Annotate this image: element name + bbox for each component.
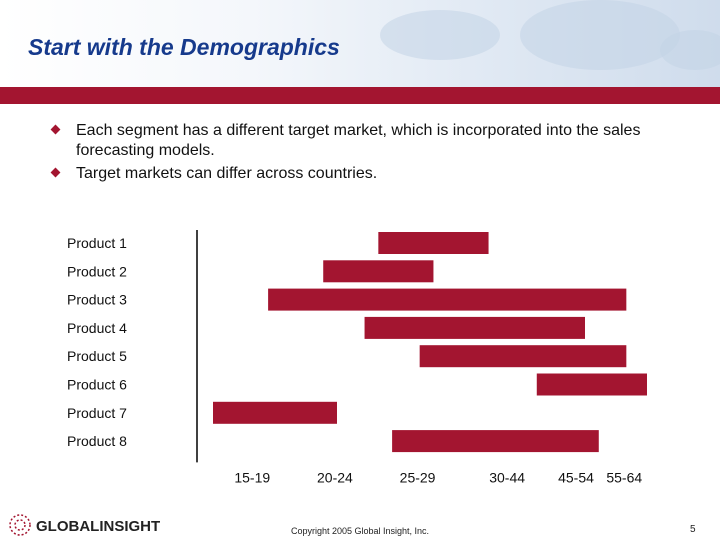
range-bar xyxy=(392,430,599,453)
header-background xyxy=(0,0,720,90)
diamond-bullet-icon xyxy=(50,167,61,178)
category-label: Product 1 xyxy=(67,235,127,251)
range-bar xyxy=(378,232,489,254)
map-decoration xyxy=(520,0,680,70)
range-bar xyxy=(213,401,337,424)
category-label: Product 5 xyxy=(67,348,127,364)
page-number: 5 xyxy=(690,524,696,535)
range-bar xyxy=(419,345,627,368)
company-logo: GLOBALINSIGHT xyxy=(8,512,183,543)
bullet-item: Each segment has a different target mark… xyxy=(50,121,692,161)
category-label: Product 7 xyxy=(67,405,127,421)
globe-icon xyxy=(9,514,31,536)
bullet-text: Target markets can differ across countri… xyxy=(76,165,378,182)
x-tick-label: 20-24 xyxy=(317,469,353,484)
range-bar xyxy=(536,373,647,396)
x-tick-label: 55-64 xyxy=(606,469,642,484)
slide-title: Start with the Demographics xyxy=(28,34,340,60)
x-tick-label: 25-29 xyxy=(400,469,436,484)
logo-text: GLOBALINSIGHT xyxy=(36,518,160,535)
range-bar xyxy=(364,316,585,339)
category-label: Product 3 xyxy=(67,292,127,308)
range-bar xyxy=(268,288,627,311)
diamond-bullet-icon xyxy=(50,124,61,135)
x-tick-label: 30-44 xyxy=(489,469,525,484)
map-decoration xyxy=(380,10,500,60)
target-market-chart: Product 1 Product 2 Product 3 Product 4 Prod… xyxy=(67,230,647,484)
category-label: Product 6 xyxy=(67,377,127,393)
bullet-list: Each segment has a different target mark… xyxy=(50,121,692,187)
x-tick-label: 45-54 xyxy=(558,469,594,484)
x-tick-label: 15-19 xyxy=(234,469,270,484)
title-divider-bar xyxy=(0,87,720,104)
bullet-text: Each segment has a different target mark… xyxy=(76,122,641,159)
copyright-notice: Copyright 2005 Global Insight, Inc. xyxy=(290,526,430,536)
bullet-item: Target markets can differ across countri… xyxy=(50,164,692,184)
category-label: Product 2 xyxy=(67,263,127,279)
category-label: Product 4 xyxy=(67,320,127,336)
range-bar xyxy=(323,260,434,283)
map-decoration xyxy=(660,30,720,70)
category-label: Product 8 xyxy=(67,433,127,449)
